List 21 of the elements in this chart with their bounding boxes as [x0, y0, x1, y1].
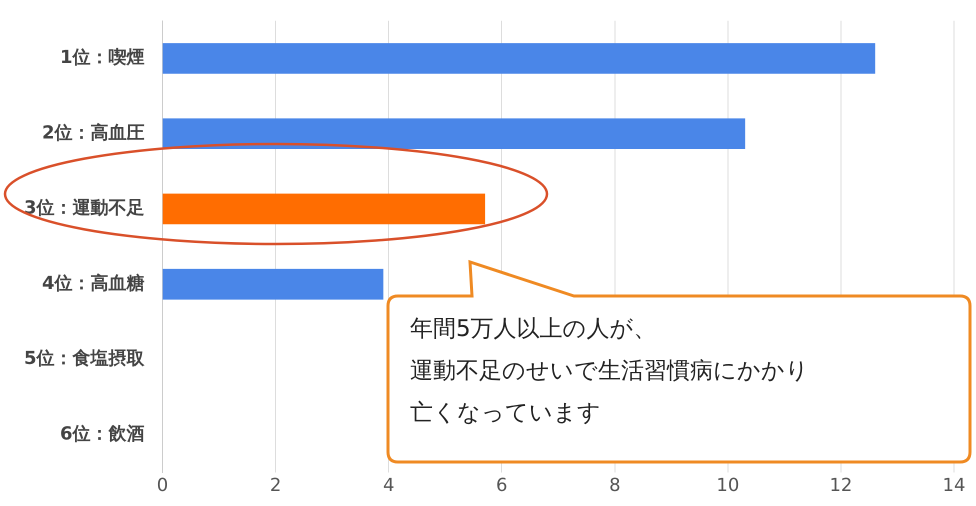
y-tick-label: 6位：飲酒	[60, 423, 145, 444]
y-tick-label: 2位：高血圧	[42, 122, 145, 144]
bar	[162, 118, 746, 150]
x-tick-label: 2	[270, 474, 282, 496]
y-tick-label: 1位：喫煙	[60, 47, 145, 68]
x-tick-label: 4	[382, 474, 394, 496]
x-tick-label: 6	[496, 474, 508, 496]
y-tick-label: 5位：食塩摂取	[24, 348, 146, 370]
x-tick-label: 10	[716, 474, 740, 496]
x-tick-label: 12	[829, 474, 852, 496]
annotation: 運動不足のせいで生活習慣病にかかり	[410, 357, 809, 386]
annotation: 年間5万人以上の人が、	[410, 315, 658, 344]
bar	[162, 43, 876, 74]
annotation: 亡くなっています	[410, 399, 602, 428]
y-tick-label: 4位：高血糖	[42, 272, 145, 294]
bar	[162, 268, 384, 300]
x-tick-label: 8	[609, 474, 621, 496]
x-tick-label: 0	[156, 474, 168, 496]
x-tick-label: 14	[942, 474, 966, 496]
bar	[162, 194, 486, 224]
y-tick-label: 3位：運動不足	[24, 198, 145, 219]
